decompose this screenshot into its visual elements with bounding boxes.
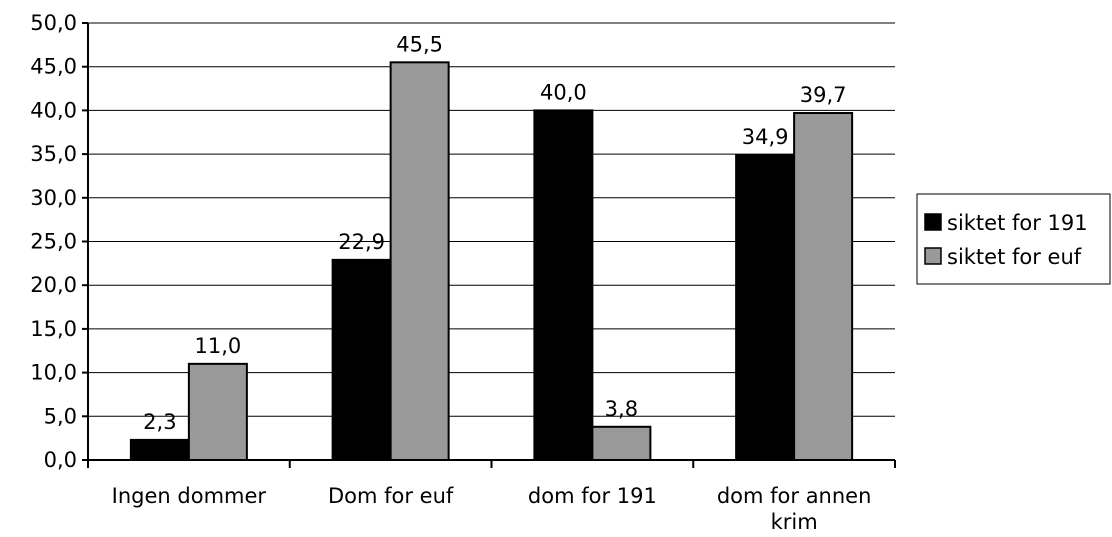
bar (533, 109, 594, 462)
y-tick-label: 5,0 (44, 404, 77, 428)
legend-swatch (924, 247, 942, 265)
data-label: 45,5 (396, 32, 443, 56)
x-tick-label: Dom for euf (328, 484, 454, 508)
y-tick-label: 25,0 (30, 230, 77, 254)
data-label: 40,0 (540, 80, 587, 104)
bar (331, 258, 392, 461)
legend-label: siktet for 191 (947, 211, 1088, 235)
y-tick-label: 50,0 (30, 11, 77, 35)
y-tick-label: 35,0 (30, 142, 77, 166)
bar (793, 112, 854, 461)
y-tick-label: 40,0 (30, 98, 77, 122)
data-label: 2,3 (143, 410, 176, 434)
data-label: 22,9 (338, 230, 385, 254)
x-tick-label: dom for 191 (528, 484, 657, 508)
data-label: 11,0 (194, 334, 241, 358)
legend-box (916, 193, 1111, 285)
data-label: 3,8 (605, 397, 638, 421)
y-tick-label: 0,0 (44, 448, 77, 472)
x-tick-label: Ingen dommer (112, 484, 267, 508)
data-label: 34,9 (742, 125, 789, 149)
y-tick-label: 30,0 (30, 186, 77, 210)
y-tick-label: 45,0 (30, 55, 77, 79)
y-tick-label: 10,0 (30, 361, 77, 385)
x-tick-label: krim (771, 510, 818, 534)
bar (129, 438, 190, 462)
bar (591, 425, 652, 461)
legend-label: siktet for euf (947, 245, 1082, 269)
bar (389, 61, 450, 462)
y-tick-label: 20,0 (30, 273, 77, 297)
y-tick-label: 15,0 (30, 317, 77, 341)
bar (735, 153, 796, 461)
x-tick-label: dom for annen (717, 484, 872, 508)
bar (187, 362, 248, 461)
legend-swatch (924, 213, 942, 231)
data-label: 39,7 (800, 83, 847, 107)
